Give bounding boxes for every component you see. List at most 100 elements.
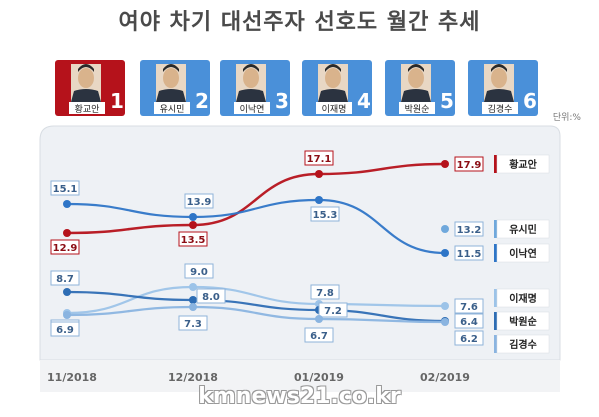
x-axis-band — [40, 360, 560, 392]
portrait-body — [318, 89, 348, 102]
portrait-body — [484, 89, 514, 102]
data-label: 6.9 — [56, 325, 74, 336]
plot-background — [39, 125, 561, 361]
data-label-box — [178, 315, 208, 331]
candidate-rank: 2 — [195, 89, 209, 113]
candidate-name: 유시민 — [160, 104, 185, 115]
candidate-rank: 6 — [523, 89, 537, 113]
series-line-6 — [66, 305, 446, 324]
data-label: 7.2 — [324, 306, 342, 317]
series-line-1 — [66, 162, 446, 235]
data-label: 12.9 — [53, 243, 78, 254]
data-label-box — [454, 330, 484, 346]
name-plate — [154, 102, 190, 114]
data-point — [441, 302, 449, 310]
x-tick-label: 12/2018 — [168, 371, 218, 384]
portrait-face — [163, 68, 179, 88]
data-label-box — [310, 284, 340, 300]
data-point — [189, 213, 197, 221]
portrait-hair — [243, 64, 259, 72]
legend-label: 이낙연 — [509, 247, 537, 260]
name-plate — [482, 102, 518, 114]
legend-label: 이재명 — [509, 292, 537, 305]
portrait-body — [71, 89, 101, 102]
legend-box — [496, 288, 550, 308]
unit-label: 단위:% — [553, 112, 582, 123]
portrait-body — [401, 89, 431, 102]
candidate-name: 김경수 — [488, 103, 513, 115]
data-label-box — [454, 156, 484, 172]
portrait-face — [78, 68, 94, 88]
legend-box — [496, 311, 550, 331]
candidate-name: 이낙연 — [240, 104, 265, 115]
data-label: 17.1 — [307, 154, 332, 165]
data-point — [315, 315, 323, 323]
series-line-5 — [66, 290, 446, 323]
portrait-body — [156, 89, 186, 102]
data-label: 6.2 — [460, 334, 478, 345]
data-label: 7.6 — [460, 302, 478, 313]
data-label-box — [50, 270, 80, 286]
legend-label: 박원순 — [509, 315, 537, 328]
data-label: 13.5 — [181, 235, 206, 246]
portrait-face — [491, 68, 507, 88]
legend-marker — [494, 244, 497, 262]
data-label: 13.2 — [457, 225, 482, 236]
data-label-box — [454, 313, 484, 329]
legend-box — [496, 219, 550, 239]
data-point — [189, 296, 197, 304]
portrait-body — [236, 89, 266, 102]
data-point — [441, 225, 449, 233]
data-label: 6.4 — [460, 317, 478, 328]
legend-box — [496, 243, 550, 263]
legend-label: 김경수 — [509, 338, 537, 351]
legend-marker — [494, 335, 497, 353]
data-label: 8.7 — [56, 274, 74, 285]
legend-box — [496, 334, 550, 354]
data-label: 8.0 — [202, 292, 220, 303]
legend-marker — [494, 155, 497, 173]
data-label: 15.1 — [53, 184, 78, 195]
data-label: 11.5 — [457, 249, 482, 260]
candidate-name: 이재명 — [322, 104, 347, 115]
data-label-box — [454, 221, 484, 237]
series-line-3 — [66, 198, 446, 255]
candidate-rank: 3 — [275, 89, 289, 113]
candidate-card-1: 황교안 1 — [55, 60, 125, 116]
x-tick-label: 01/2019 — [294, 371, 344, 384]
chart-title: 여야 차기 대선주자 선호도 월간 추세 — [118, 10, 481, 35]
candidate-card-5: 박원순 5 — [385, 60, 455, 116]
candidate-card-2: 유시민 2 — [140, 60, 210, 116]
data-label: 13.9 — [187, 197, 212, 208]
data-label-box — [50, 239, 80, 255]
candidate-name: 황교안 — [75, 104, 100, 115]
portrait-hair — [408, 64, 424, 72]
portrait-hair — [491, 64, 507, 72]
data-label-box — [454, 245, 484, 261]
portrait-hair — [163, 64, 179, 72]
candidate-rank: 4 — [357, 89, 371, 113]
series-line-4 — [66, 285, 446, 315]
data-label-box — [50, 321, 80, 337]
data-label-box — [304, 150, 334, 166]
data-label-box — [184, 263, 214, 279]
data-label-box — [50, 180, 80, 196]
legend-box — [496, 154, 550, 174]
portrait-hair — [325, 64, 341, 72]
data-label: 7.8 — [316, 288, 334, 299]
legend-label: 황교안 — [509, 158, 537, 171]
legend-marker — [494, 289, 497, 307]
name-plate — [69, 102, 105, 114]
candidate-card-3: 이낙연 3 — [220, 60, 290, 116]
data-label-box — [454, 298, 484, 314]
data-point — [441, 249, 449, 257]
data-label-box — [310, 206, 340, 222]
data-label-box — [304, 327, 334, 343]
data-point — [189, 303, 197, 311]
x-tick-label: 11/2018 — [47, 371, 97, 384]
data-point — [441, 160, 449, 168]
candidate-name: 박원순 — [405, 104, 430, 115]
candidate-rank: 5 — [440, 89, 454, 113]
